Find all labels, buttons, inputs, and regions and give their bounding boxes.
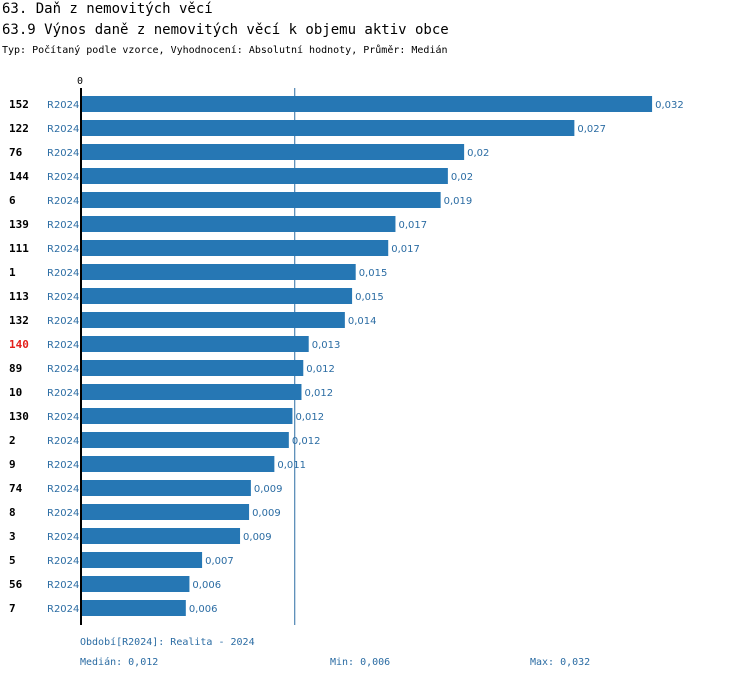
row-period-label: R2024 bbox=[47, 220, 79, 231]
row-period-label: R2024 bbox=[47, 556, 79, 567]
bar bbox=[81, 456, 275, 472]
bar bbox=[81, 528, 241, 544]
row-period-label: R2024 bbox=[47, 316, 79, 327]
bar-value-label: 0,032 bbox=[655, 100, 684, 111]
row-period-label: R2024 bbox=[47, 412, 79, 423]
bar bbox=[81, 360, 304, 376]
bar bbox=[81, 312, 345, 328]
bar bbox=[81, 576, 190, 592]
row-period-label: R2024 bbox=[47, 148, 79, 159]
bar-value-label: 0,009 bbox=[252, 508, 281, 519]
row-period-label: R2024 bbox=[47, 364, 79, 375]
row-id-label: 7 bbox=[9, 602, 16, 615]
row-id-label: 139 bbox=[9, 218, 29, 231]
row-id-label: 5 bbox=[9, 554, 16, 567]
bar bbox=[81, 168, 448, 184]
row-period-label: R2024 bbox=[47, 580, 79, 591]
row-period-label: R2024 bbox=[47, 508, 79, 519]
row-id-label: 1 bbox=[9, 266, 16, 279]
row-period-label: R2024 bbox=[47, 532, 79, 543]
row-period-label: R2024 bbox=[47, 388, 79, 399]
bar-value-label: 0,017 bbox=[391, 244, 420, 255]
row-id-label: 140 bbox=[9, 338, 29, 351]
bar bbox=[81, 216, 396, 232]
bar-value-label: 0,007 bbox=[205, 556, 234, 567]
bar-value-label: 0,017 bbox=[398, 220, 427, 231]
row-id-label: 74 bbox=[9, 482, 23, 495]
row-period-label: R2024 bbox=[47, 100, 79, 111]
bar-value-label: 0,009 bbox=[254, 484, 283, 495]
row-period-label: R2024 bbox=[47, 460, 79, 471]
bar-value-label: 0,012 bbox=[292, 436, 321, 447]
row-period-label: R2024 bbox=[47, 172, 79, 183]
row-id-label: 9 bbox=[9, 458, 16, 471]
bar bbox=[81, 240, 389, 256]
row-id-label: 3 bbox=[9, 530, 16, 543]
row-period-label: R2024 bbox=[47, 340, 79, 351]
bar bbox=[81, 96, 653, 112]
bar-value-label: 0,02 bbox=[451, 172, 473, 183]
row-id-label: 2 bbox=[9, 434, 16, 447]
bar-value-label: 0,014 bbox=[348, 316, 377, 327]
bar-value-label: 0,006 bbox=[192, 580, 221, 591]
bar-value-label: 0,006 bbox=[189, 604, 218, 615]
row-id-label: 10 bbox=[9, 386, 22, 399]
row-id-label: 152 bbox=[9, 98, 29, 111]
x-axis-tick-label: 0 bbox=[77, 76, 83, 87]
min-summary: Min: 0,006 bbox=[330, 657, 391, 668]
max-summary: Max: 0,032 bbox=[530, 657, 591, 668]
bar-value-label: 0,009 bbox=[243, 532, 272, 543]
bar-value-label: 0,012 bbox=[304, 388, 333, 399]
row-period-label: R2024 bbox=[47, 292, 79, 303]
bar bbox=[81, 600, 186, 616]
bar bbox=[81, 264, 356, 280]
bar-value-label: 0,027 bbox=[577, 124, 606, 135]
bar-value-label: 0,015 bbox=[359, 268, 388, 279]
row-id-label: 76 bbox=[9, 146, 23, 159]
row-id-label: 130 bbox=[9, 410, 29, 423]
bar bbox=[81, 432, 289, 448]
bar bbox=[81, 120, 575, 136]
row-id-label: 6 bbox=[9, 194, 16, 207]
bar-value-label: 0,019 bbox=[444, 196, 473, 207]
row-id-label: 89 bbox=[9, 362, 22, 375]
row-id-label: 113 bbox=[9, 290, 29, 303]
row-period-label: R2024 bbox=[47, 436, 79, 447]
row-period-label: R2024 bbox=[47, 268, 79, 279]
row-period-label: R2024 bbox=[47, 244, 79, 255]
row-period-label: R2024 bbox=[47, 604, 79, 615]
bar bbox=[81, 408, 293, 424]
row-period-label: R2024 bbox=[47, 196, 79, 207]
chart-subtitle: 63.9 Výnos daně z nemovitých věcí k obje… bbox=[2, 22, 449, 38]
row-id-label: 144 bbox=[9, 170, 29, 183]
bar bbox=[81, 288, 353, 304]
bar bbox=[81, 384, 302, 400]
chart-parameters: Typ: Počítaný podle vzorce, Vyhodnocení:… bbox=[2, 45, 448, 56]
period-legend: Období[R2024]: Realita - 2024 bbox=[80, 637, 255, 648]
row-period-label: R2024 bbox=[47, 484, 79, 495]
row-period-label: R2024 bbox=[47, 124, 79, 135]
bar-value-label: 0,015 bbox=[355, 292, 384, 303]
row-id-label: 56 bbox=[9, 578, 23, 591]
row-id-label: 8 bbox=[9, 506, 16, 519]
row-id-label: 122 bbox=[9, 122, 29, 135]
median-summary: Medián: 0,012 bbox=[80, 657, 159, 668]
bar-value-label: 0,013 bbox=[312, 340, 341, 351]
bar-value-label: 0,011 bbox=[277, 460, 306, 471]
bar bbox=[81, 480, 251, 496]
bar bbox=[81, 336, 309, 352]
row-id-label: 132 bbox=[9, 314, 29, 327]
bar bbox=[81, 504, 250, 520]
bar bbox=[81, 192, 441, 208]
row-id-label: 111 bbox=[9, 242, 29, 255]
bar-value-label: 0,012 bbox=[306, 364, 335, 375]
page-title: 63. Daň z nemovitých věcí bbox=[2, 1, 213, 17]
bar bbox=[81, 552, 203, 568]
bar bbox=[81, 144, 465, 160]
bar-value-label: 0,012 bbox=[295, 412, 324, 423]
bar-value-label: 0,02 bbox=[467, 148, 489, 159]
